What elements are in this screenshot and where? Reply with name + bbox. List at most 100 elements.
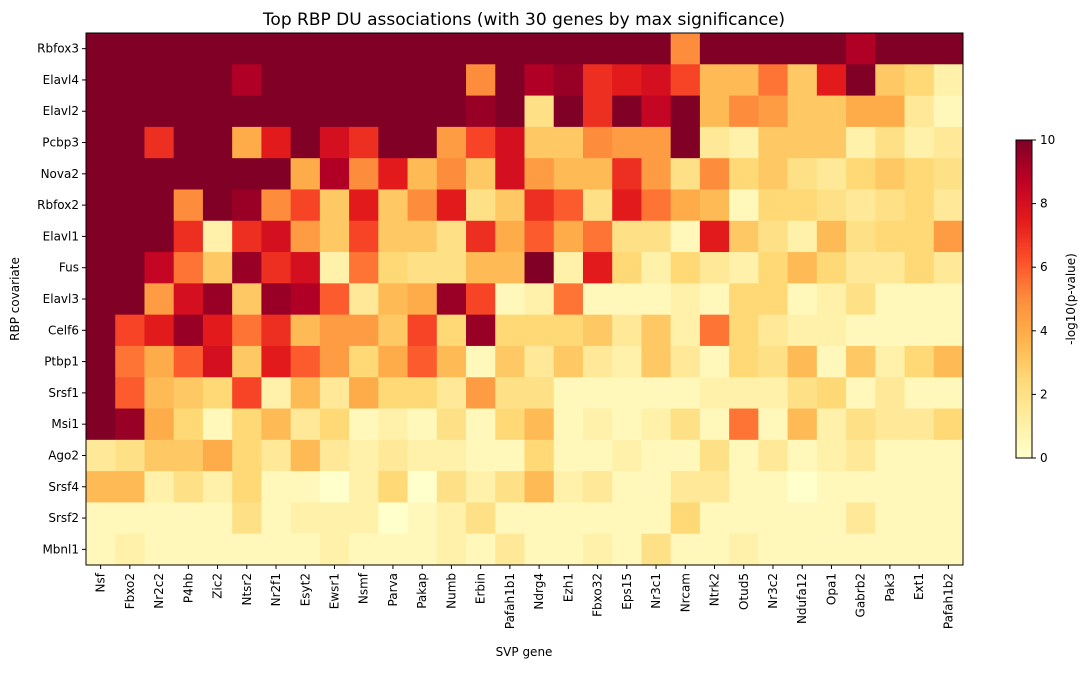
heatmap-cell [524, 439, 555, 472]
heatmap-cell [758, 283, 789, 316]
heatmap-cell [290, 220, 321, 253]
heatmap-cell [495, 158, 525, 190]
heatmap-cell [641, 533, 672, 566]
heatmap-cell [612, 345, 642, 378]
x-tick-label: Fbxo2 [123, 573, 137, 609]
y-tick-label: Fus [59, 261, 79, 275]
heatmap-cell [173, 33, 204, 65]
heatmap-cell [86, 33, 116, 65]
heatmap-cell [846, 64, 876, 97]
heatmap-cell [407, 533, 438, 566]
heatmap-cell [319, 377, 350, 410]
heatmap-cell [904, 345, 935, 378]
heatmap-cell [144, 158, 175, 190]
heatmap-cell [290, 314, 321, 347]
heatmap-cell [729, 158, 759, 190]
heatmap-cell [670, 439, 701, 472]
heatmap-cell [319, 471, 350, 503]
heatmap-cell [232, 471, 262, 503]
heatmap-cell [319, 314, 350, 347]
heatmap-cell [86, 252, 116, 284]
heatmap-cell [436, 408, 467, 441]
heatmap-cell [524, 502, 555, 535]
heatmap-cell [407, 345, 438, 378]
heatmap-cell [319, 502, 350, 535]
heatmap-cell [115, 533, 145, 566]
heatmap-cell [641, 377, 672, 410]
heatmap-cell [904, 377, 935, 410]
heatmap-cell [641, 158, 672, 190]
heatmap-cell [904, 471, 935, 503]
heatmap-cell [466, 64, 496, 97]
heatmap-cell [202, 95, 233, 128]
x-tick-label: Ezh1 [561, 573, 575, 602]
heatmap-cell [641, 95, 672, 128]
y-tick-label: Srsf1 [48, 386, 79, 400]
heatmap-cell [466, 220, 496, 253]
x-tick-label: Pakap [415, 573, 429, 609]
heatmap-cell [407, 158, 438, 190]
heatmap-cell [524, 33, 555, 65]
heatmap-cell [582, 283, 613, 316]
heatmap-cell [115, 64, 145, 97]
heatmap-cell [553, 502, 584, 535]
heatmap-cell [933, 377, 964, 410]
heatmap-cell [319, 408, 350, 441]
heatmap-cell [319, 345, 350, 378]
heatmap-cell [378, 439, 409, 472]
heatmap-cell [466, 314, 496, 347]
heatmap-cell [816, 502, 847, 535]
heatmap-cell [612, 502, 642, 535]
heatmap-cell [466, 158, 496, 190]
heatmap-cell [290, 33, 321, 65]
heatmap-cell [612, 314, 642, 347]
y-tick-label: Elavl4 [43, 73, 79, 87]
heatmap-cell [86, 64, 116, 97]
heatmap-cell [290, 439, 321, 472]
heatmap-cell [202, 283, 233, 316]
heatmap-cell [787, 220, 818, 253]
heatmap-cell [612, 283, 642, 316]
heatmap-cell [115, 502, 145, 535]
x-tick-label: Nrcam [678, 573, 692, 612]
heatmap-cell [115, 345, 145, 378]
heatmap-cell [816, 189, 847, 222]
heatmap-cell [378, 189, 409, 222]
heatmap-cell [729, 64, 759, 97]
heatmap-cell [436, 252, 467, 284]
y-tick-label: Msi1 [51, 417, 79, 431]
heatmap-cell [261, 502, 292, 535]
y-axis-label: RBP covariate [8, 257, 22, 341]
heatmap-cell [466, 126, 496, 159]
heatmap-cell [816, 345, 847, 378]
x-tick-label: Parva [386, 573, 400, 606]
heatmap-cell [115, 189, 145, 222]
heatmap-cell [86, 314, 116, 347]
heatmap-cell [261, 471, 292, 503]
heatmap-cell [524, 126, 555, 159]
x-tick-label: Eps15 [620, 573, 634, 610]
heatmap-cell [202, 377, 233, 410]
heatmap-cell [378, 64, 409, 97]
heatmap-cell [115, 126, 145, 159]
heatmap-cell [904, 158, 935, 190]
heatmap-cell [173, 533, 204, 566]
heatmap-cell [670, 189, 701, 222]
heatmap-cell [524, 220, 555, 253]
heatmap-cell [436, 345, 467, 378]
heatmap-cell [758, 439, 789, 472]
heatmap-cell [670, 314, 701, 347]
heatmap-cell [290, 189, 321, 222]
heatmap-cell [524, 533, 555, 566]
heatmap-cell [553, 189, 584, 222]
heatmap-cell [641, 502, 672, 535]
heatmap-cell [290, 377, 321, 410]
heatmap-cell [846, 283, 876, 316]
y-tick-label: Celf6 [48, 323, 79, 337]
heatmap-cell [290, 502, 321, 535]
heatmap-cell [407, 252, 438, 284]
heatmap-cell [261, 64, 292, 97]
heatmap-cell [729, 189, 759, 222]
heatmap-cell [875, 439, 906, 472]
heatmap-cell [758, 220, 789, 253]
